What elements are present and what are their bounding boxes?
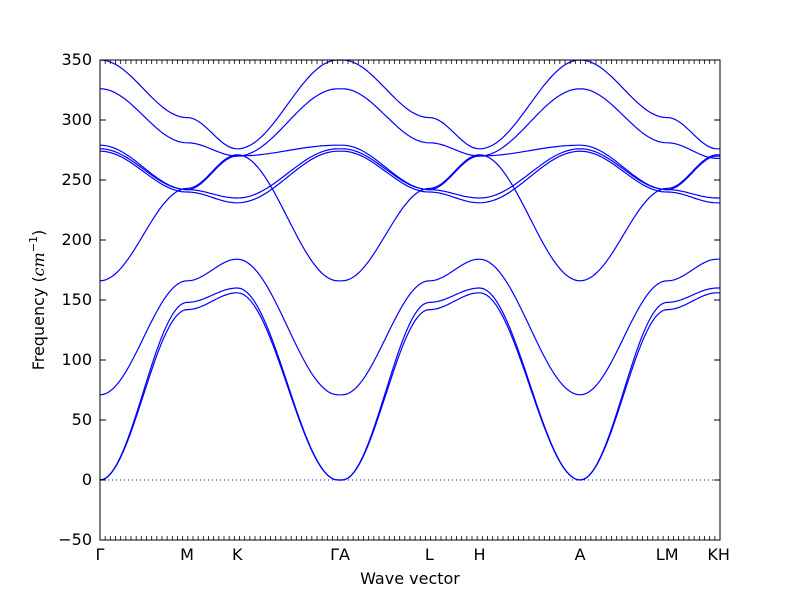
band-line-5 <box>99 150 720 204</box>
plot-frame <box>99 59 721 541</box>
y-axis-title-close: ) <box>29 230 48 236</box>
y-tick-label: 250 <box>61 170 92 189</box>
x-tick-label: M <box>180 545 194 564</box>
x-axis-ticks: Γ M K ΓA L H A LM KH <box>96 60 730 564</box>
y-axis-title: Frequency (cm−1) <box>27 230 48 371</box>
x-tick-label: ΓA <box>330 545 350 564</box>
band-line-3 <box>99 258 720 396</box>
x-tick-label: Γ <box>96 545 105 564</box>
band-line-9 <box>99 59 720 150</box>
x-axis-title: Wave vector <box>360 569 460 588</box>
x-tick-label: LM <box>656 545 679 564</box>
x-tick-label: K <box>232 545 243 564</box>
x-tick-label: H <box>474 545 486 564</box>
y-tick-label: 100 <box>61 350 92 369</box>
y-tick-label: 0 <box>82 470 92 489</box>
y-tick-label: 300 <box>61 110 92 129</box>
band-line-8 <box>99 88 720 159</box>
y-tick-label: 200 <box>61 230 92 249</box>
y-tick-label: −50 <box>58 530 92 549</box>
y-axis-unit-base: cm <box>29 252 48 276</box>
x-tick-label: KH <box>707 545 730 564</box>
band-line-1 <box>99 292 720 481</box>
band-lines <box>99 59 720 481</box>
y-tick-label: 350 <box>61 50 92 69</box>
y-axis-unit-exp: −1 <box>27 236 40 252</box>
y-tick-label: 150 <box>61 290 92 309</box>
x-tick-label: L <box>425 545 434 564</box>
band-line-7 <box>99 144 720 191</box>
y-tick-label: 50 <box>72 410 92 429</box>
x-tick-label: A <box>575 545 586 564</box>
y-axis-title-text: Frequency ( <box>29 276 48 370</box>
y-axis-ticks: −50 0 50 100 150 200 250 300 350 <box>58 50 720 549</box>
band-line-2 <box>99 287 720 481</box>
